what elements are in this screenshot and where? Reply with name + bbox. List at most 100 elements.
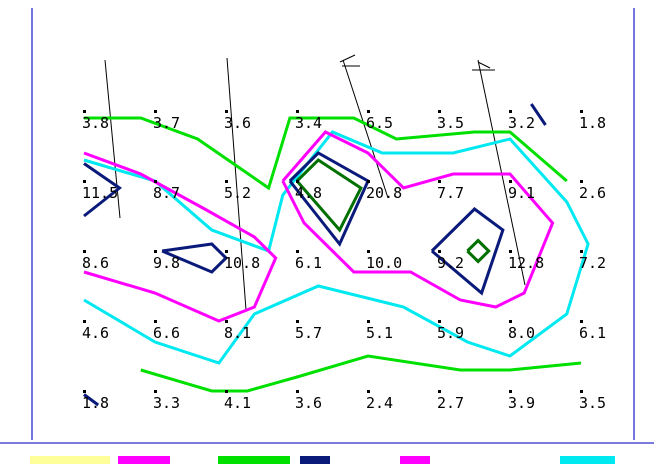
station-points <box>83 110 583 393</box>
station-dot <box>509 110 512 113</box>
station-value: 8.6 <box>82 254 109 272</box>
station-dot <box>580 320 583 323</box>
legend-strip-1 <box>118 456 170 464</box>
station-value: 4.1 <box>224 394 251 412</box>
station-dot <box>438 180 441 183</box>
station-dot <box>225 390 228 393</box>
station-dot <box>296 390 299 393</box>
contour-navy-11 <box>83 393 100 407</box>
station-dot <box>83 320 86 323</box>
station-value: 9.2 <box>437 254 464 272</box>
contour-navy-10 <box>530 103 547 126</box>
station-dot <box>367 390 370 393</box>
station-dot <box>225 250 228 253</box>
station-dot <box>83 180 86 183</box>
station-dot <box>367 180 370 183</box>
station-dot <box>83 110 86 113</box>
station-dot <box>367 320 370 323</box>
station-dot <box>509 320 512 323</box>
legend-strip-2 <box>218 456 290 464</box>
station-value: 3.3 <box>153 394 180 412</box>
contour-magenta-2 <box>83 151 278 323</box>
contour-lines <box>83 103 590 407</box>
station-value: 3.6 <box>295 394 322 412</box>
station-value: 9.1 <box>508 184 535 202</box>
legend-strip-3 <box>300 456 330 464</box>
station-value: 6.6 <box>153 324 180 342</box>
station-dot <box>438 110 441 113</box>
station-dot <box>154 390 157 393</box>
station-value: 10.8 <box>224 254 260 272</box>
station-dot <box>154 180 157 183</box>
contour-navy-6 <box>83 162 123 218</box>
wind-barb-flag-0a <box>339 54 356 63</box>
station-value: 9.8 <box>153 254 180 272</box>
station-value: 8.0 <box>508 324 535 342</box>
station-value: 6.1 <box>579 324 606 342</box>
station-value: 7.2 <box>579 254 606 272</box>
station-value: 3.5 <box>437 114 464 132</box>
legend-strip-0 <box>30 456 110 464</box>
station-value: 2.7 <box>437 394 464 412</box>
station-dot <box>225 320 228 323</box>
station-value: 3.2 <box>508 114 535 132</box>
station-dot <box>509 250 512 253</box>
station-labels: 3.8 3.7 3.6 3.4 6.5 3.5 3.2 1.8 11.5 8.7 5.2 4.8 20.… <box>82 114 606 412</box>
station-value: 4.6 <box>82 324 109 342</box>
station-value: 3.8 <box>82 114 109 132</box>
station-value: 3.9 <box>508 394 535 412</box>
station-value: 3.5 <box>579 394 606 412</box>
station-dot <box>296 320 299 323</box>
station-value: 3.4 <box>295 114 322 132</box>
wind-barb-flag-1a <box>477 61 491 69</box>
station-value: 6.5 <box>366 114 393 132</box>
station-value: 5.1 <box>366 324 393 342</box>
station-dot <box>83 250 86 253</box>
station-value: 1.8 <box>579 114 606 132</box>
station-value: 7.7 <box>437 184 464 202</box>
station-dot <box>154 320 157 323</box>
station-value: 8.1 <box>224 324 251 342</box>
legend-strip-4 <box>400 456 430 464</box>
station-dot <box>580 180 583 183</box>
station-value: 5.9 <box>437 324 464 342</box>
contour-cyan-1 <box>83 130 590 365</box>
station-dot <box>580 110 583 113</box>
station-dot <box>367 110 370 113</box>
station-dot <box>367 250 370 253</box>
station-dot <box>225 110 228 113</box>
station-value: 6.1 <box>295 254 322 272</box>
station-value: 5.2 <box>224 184 251 202</box>
station-value: 1.8 <box>82 394 109 412</box>
station-value: 2.4 <box>366 394 393 412</box>
bottom-flipped-labels: 5.89.39.07.69.313.710.97.06.4 <box>30 456 615 464</box>
station-dot <box>296 250 299 253</box>
wind-barb-0 <box>104 59 121 219</box>
contour-green-12 <box>140 354 582 393</box>
station-dot <box>83 390 86 393</box>
wind-barb-2 <box>342 59 389 199</box>
wind-barb-1 <box>226 57 247 311</box>
station-dot <box>509 180 512 183</box>
contour-green-0 <box>84 116 568 191</box>
station-value: 4.8 <box>295 184 322 202</box>
station-dot <box>438 320 441 323</box>
station-value: 11.5 <box>82 184 118 202</box>
station-dot <box>580 390 583 393</box>
station-value: 5.7 <box>295 324 322 342</box>
station-value: 10.0 <box>366 254 402 272</box>
station-value: 3.7 <box>153 114 180 132</box>
contour-darkgreen-5 <box>295 158 363 233</box>
station-value: 12.8 <box>508 254 544 272</box>
station-dot <box>296 110 299 113</box>
station-value: 2.6 <box>579 184 606 202</box>
legend-strip-5 <box>560 456 615 464</box>
station-dot <box>296 180 299 183</box>
station-dot <box>509 390 512 393</box>
station-dot <box>154 110 157 113</box>
station-dot <box>438 250 441 253</box>
station-value: 3.6 <box>224 114 251 132</box>
contour-navy-8 <box>430 207 505 296</box>
station-dot <box>438 390 441 393</box>
